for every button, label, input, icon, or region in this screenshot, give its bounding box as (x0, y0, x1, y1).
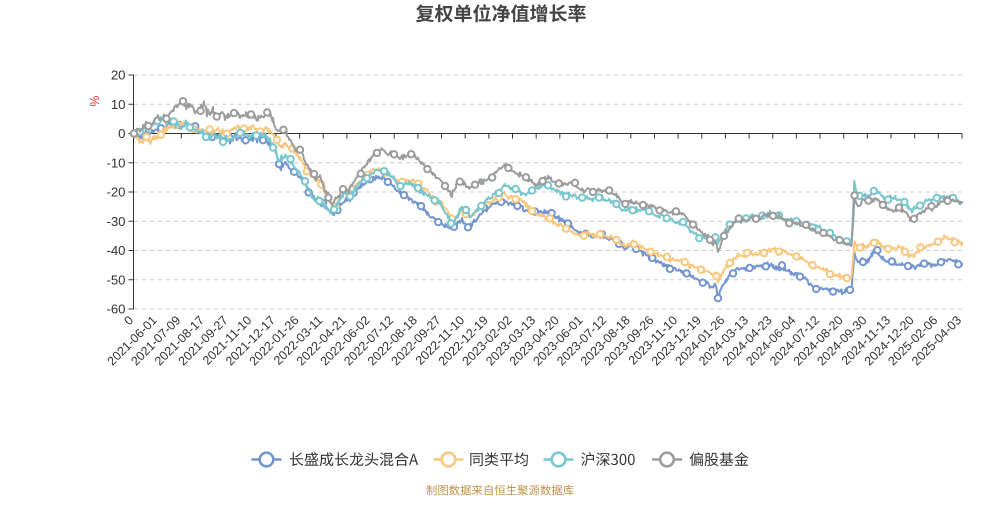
svg-text:10: 10 (111, 97, 126, 112)
svg-text:-30: -30 (106, 214, 125, 229)
svg-text:-60: -60 (106, 302, 125, 317)
svg-text:-40: -40 (106, 243, 125, 258)
svg-text:%: % (88, 95, 102, 106)
svg-text:-50: -50 (106, 272, 125, 287)
svg-text:0: 0 (118, 126, 125, 141)
svg-text:20: 20 (111, 68, 126, 83)
svg-text:-20: -20 (106, 185, 125, 200)
svg-text:-10: -10 (106, 155, 125, 170)
